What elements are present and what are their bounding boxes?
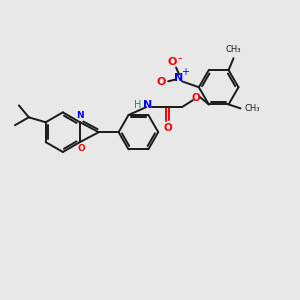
Text: CH₃: CH₃ bbox=[244, 104, 260, 113]
Text: N: N bbox=[76, 111, 84, 120]
Text: H: H bbox=[134, 100, 141, 110]
Text: O: O bbox=[191, 93, 200, 103]
Text: CH₃: CH₃ bbox=[226, 45, 241, 54]
Text: -: - bbox=[178, 52, 182, 65]
Text: +: + bbox=[181, 68, 189, 77]
Text: O: O bbox=[167, 58, 177, 68]
Text: O: O bbox=[157, 77, 166, 87]
Text: N: N bbox=[143, 100, 152, 110]
Text: O: O bbox=[77, 144, 85, 153]
Text: O: O bbox=[163, 123, 172, 133]
Text: N: N bbox=[174, 73, 184, 83]
